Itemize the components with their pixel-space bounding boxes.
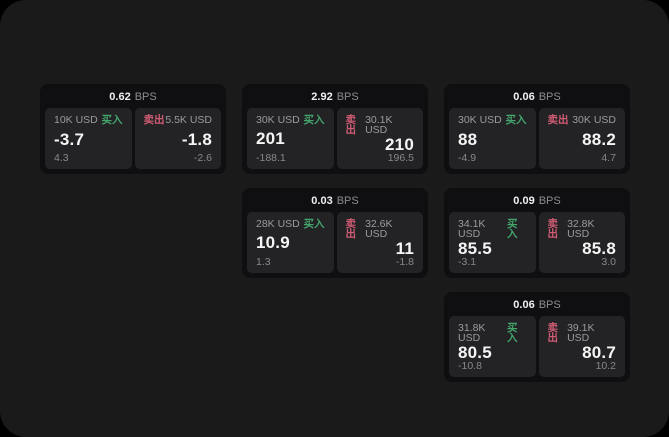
- bps-unit-label: BPS: [134, 91, 157, 103]
- sell-tile[interactable]: 卖出 5.5K USD -1.8 -2.6: [134, 108, 221, 169]
- sell-label: 卖出: [345, 113, 357, 136]
- buy-price: 10.9: [256, 233, 290, 253]
- quote-tiles: 28K USD 买入 10.9 1.3 卖出 32.6K USD 11 -1.8: [247, 211, 423, 273]
- buy-amount: 30K USD: [256, 113, 300, 126]
- buy-tile[interactable]: 28K USD 买入 10.9 1.3: [247, 211, 334, 273]
- buy-price: 85.5: [458, 238, 492, 258]
- sell-amount: 5.5K USD: [165, 114, 212, 126]
- sell-price: 88.2: [582, 129, 616, 149]
- buy-label: 买入: [505, 114, 527, 126]
- buy-amount: 10K USD: [54, 114, 98, 126]
- spread-header: 0.62 BPS: [45, 86, 221, 108]
- quote-card: 0.06 BPS 31.8K USD 买入 80.5 -10.8 卖出 39.1…: [444, 292, 630, 382]
- buy-label: 买入: [303, 217, 325, 230]
- buy-change: -10.8: [458, 359, 482, 372]
- sell-price: 80.7: [582, 342, 616, 362]
- bps-unit-label: BPS: [336, 194, 359, 207]
- spread-value: 0.62: [109, 91, 131, 103]
- quote-tiles: 30K USD 买入 201 -188.1 卖出 30.1K USD 210 1…: [247, 107, 423, 169]
- sell-amount: 32.6K USD: [365, 217, 393, 240]
- sell-change: 4.7: [601, 151, 616, 164]
- quote-cards-grid: 0.62 BPS 10K USD 买入 -3.7 4.3 卖出 5.5K USD…: [40, 84, 630, 382]
- spread-header: 0.09 BPS: [449, 190, 625, 212]
- sell-change: -2.6: [193, 151, 212, 164]
- buy-change: 4.3: [54, 151, 69, 164]
- spread-value: 0.06: [513, 298, 535, 311]
- buy-label: 买入: [303, 113, 325, 126]
- quote-card: 0.09 BPS 34.1K USD 买入 85.5 -3.1 卖出 32.8K…: [444, 188, 630, 278]
- spread-header: 0.03 BPS: [247, 190, 423, 212]
- bps-unit-label: BPS: [538, 91, 561, 103]
- bps-unit-label: BPS: [538, 298, 561, 311]
- sell-label: 卖出: [547, 217, 559, 240]
- buy-change: 1.3: [256, 255, 271, 268]
- buy-change: -4.9: [458, 151, 477, 164]
- bps-unit-label: BPS: [336, 90, 359, 103]
- buy-tile[interactable]: 31.8K USD 买入 80.5 -10.8: [449, 315, 536, 377]
- quote-card: 2.92 BPS 30K USD 买入 201 -188.1 卖出 30.1K …: [242, 84, 428, 174]
- spread-header: 0.06 BPS: [449, 86, 625, 108]
- spread-value: 2.92: [311, 90, 333, 103]
- buy-change: -3.1: [458, 255, 477, 268]
- sell-change: 10.2: [595, 359, 616, 372]
- buy-price: 88: [458, 129, 478, 149]
- buy-price: -3.7: [54, 129, 85, 149]
- sell-tile[interactable]: 卖出 32.8K USD 85.8 3.0: [538, 211, 625, 273]
- sell-change: 196.5: [387, 151, 414, 164]
- quote-tiles: 10K USD 买入 -3.7 4.3 卖出 5.5K USD -1.8 -2.…: [45, 108, 221, 169]
- sell-change: 3.0: [601, 255, 616, 268]
- sell-change: -1.8: [395, 255, 414, 268]
- sell-tile[interactable]: 卖出 39.1K USD 80.7 10.2: [538, 315, 625, 377]
- buy-amount: 34.1K USD: [458, 217, 486, 240]
- quote-tiles: 31.8K USD 买入 80.5 -10.8 卖出 39.1K USD 80.…: [449, 315, 625, 377]
- spread-value: 0.03: [311, 194, 333, 207]
- sell-label: 卖出: [143, 114, 165, 126]
- sell-amount: 30.1K USD: [365, 113, 393, 136]
- sell-price: -1.8: [181, 129, 212, 149]
- sell-price: 210: [385, 134, 414, 154]
- sell-amount: 30K USD: [572, 114, 616, 126]
- sell-label: 卖出: [345, 217, 357, 240]
- buy-tile[interactable]: 10K USD 买入 -3.7 4.3: [45, 108, 132, 169]
- buy-label: 买入: [506, 321, 518, 344]
- buy-tile[interactable]: 34.1K USD 买入 85.5 -3.1: [449, 211, 536, 273]
- sell-tile[interactable]: 卖出 30K USD 88.2 4.7: [538, 108, 625, 169]
- spread-value: 0.06: [513, 91, 535, 103]
- buy-change: -188.1: [256, 151, 286, 164]
- buy-label: 买入: [101, 114, 123, 126]
- buy-price: 80.5: [458, 342, 492, 362]
- spread-header: 0.06 BPS: [449, 294, 625, 316]
- sell-label: 卖出: [547, 114, 569, 126]
- sell-label: 卖出: [547, 321, 559, 344]
- quote-tiles: 34.1K USD 买入 85.5 -3.1 卖出 32.8K USD 85.8…: [449, 211, 625, 273]
- buy-tile[interactable]: 30K USD 买入 88 -4.9: [449, 108, 536, 169]
- sell-tile[interactable]: 卖出 32.6K USD 11 -1.8: [336, 211, 423, 273]
- buy-label: 买入: [506, 217, 518, 240]
- spread-header: 2.92 BPS: [247, 86, 423, 108]
- bps-unit-label: BPS: [538, 194, 561, 207]
- buy-amount: 30K USD: [458, 114, 502, 126]
- sell-price: 85.8: [582, 238, 616, 258]
- sell-amount: 39.1K USD: [567, 321, 595, 344]
- buy-amount: 31.8K USD: [458, 321, 486, 344]
- sell-amount: 32.8K USD: [567, 217, 595, 240]
- buy-price: 201: [256, 129, 285, 149]
- sell-tile[interactable]: 卖出 30.1K USD 210 196.5: [336, 107, 423, 169]
- buy-amount: 28K USD: [256, 217, 300, 230]
- quote-card: 0.62 BPS 10K USD 买入 -3.7 4.3 卖出 5.5K USD…: [40, 84, 226, 174]
- spread-value: 0.09: [513, 194, 535, 207]
- quote-card: 0.03 BPS 28K USD 买入 10.9 1.3 卖出 32.6K US…: [242, 188, 428, 278]
- buy-tile[interactable]: 30K USD 买入 201 -188.1: [247, 107, 334, 169]
- quote-tiles: 30K USD 买入 88 -4.9 卖出 30K USD 88.2 4.7: [449, 108, 625, 169]
- sell-price: 11: [395, 238, 414, 258]
- quote-card: 0.06 BPS 30K USD 买入 88 -4.9 卖出 30K USD 8…: [444, 84, 630, 174]
